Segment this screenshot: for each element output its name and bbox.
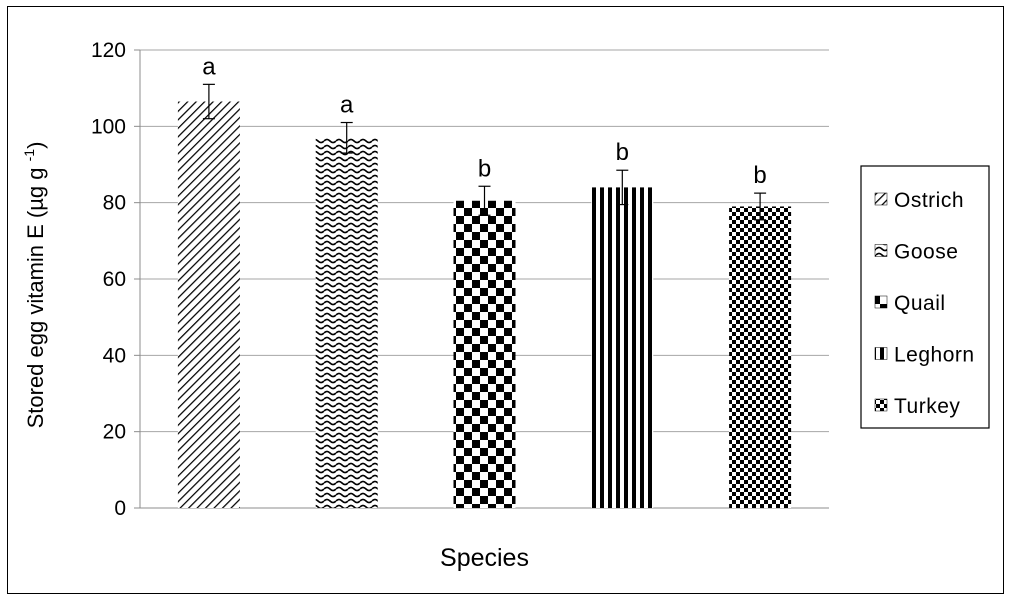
bar-leghorn: [591, 187, 654, 508]
legend-swatch-turkey: [874, 398, 888, 412]
labels: 0 20 40 60 80 100 120 a a b b b Species Stored egg vi…: [21, 39, 767, 572]
bar-quail: [453, 200, 516, 508]
y-tick-label: 60: [103, 268, 126, 291]
y-axis-title: Stored egg vitamin E (µg g -1): [21, 142, 48, 429]
legend-swatch-leghorn: [874, 347, 888, 360]
significance-label: b: [478, 155, 491, 182]
legend: Ostrich Goose Quail Leghorn Turkey: [860, 165, 990, 429]
legend-swatch-quail: [874, 295, 888, 309]
legend-label-turkey: Turkey: [894, 395, 960, 418]
significance-label: a: [202, 53, 216, 80]
y-tick-label: 20: [103, 421, 126, 444]
legend-label-ostrich: Ostrich: [894, 189, 964, 212]
legend-label-goose: Goose: [894, 241, 958, 264]
bar-turkey: [729, 206, 792, 508]
bars: [177, 83, 792, 509]
x-axis-title: Species: [440, 544, 529, 572]
gridlines: [140, 49, 829, 433]
bar-ostrich: [177, 101, 240, 509]
y-tick-label: 100: [91, 115, 126, 138]
y-tick-label: 80: [103, 192, 126, 215]
legend-swatch-goose: [874, 244, 888, 257]
bar-goose: [315, 137, 378, 509]
significance-label: a: [340, 92, 354, 119]
legend-label-leghorn: Leghorn: [894, 344, 975, 367]
significance-label: b: [616, 139, 629, 166]
y-tick-label: 120: [91, 39, 126, 62]
legend-label-quail: Quail: [894, 292, 946, 315]
significance-label: b: [753, 162, 766, 189]
y-tick-label: 0: [114, 497, 126, 520]
y-tick-label: 40: [103, 344, 126, 367]
legend-swatch-ostrich: [874, 192, 888, 206]
